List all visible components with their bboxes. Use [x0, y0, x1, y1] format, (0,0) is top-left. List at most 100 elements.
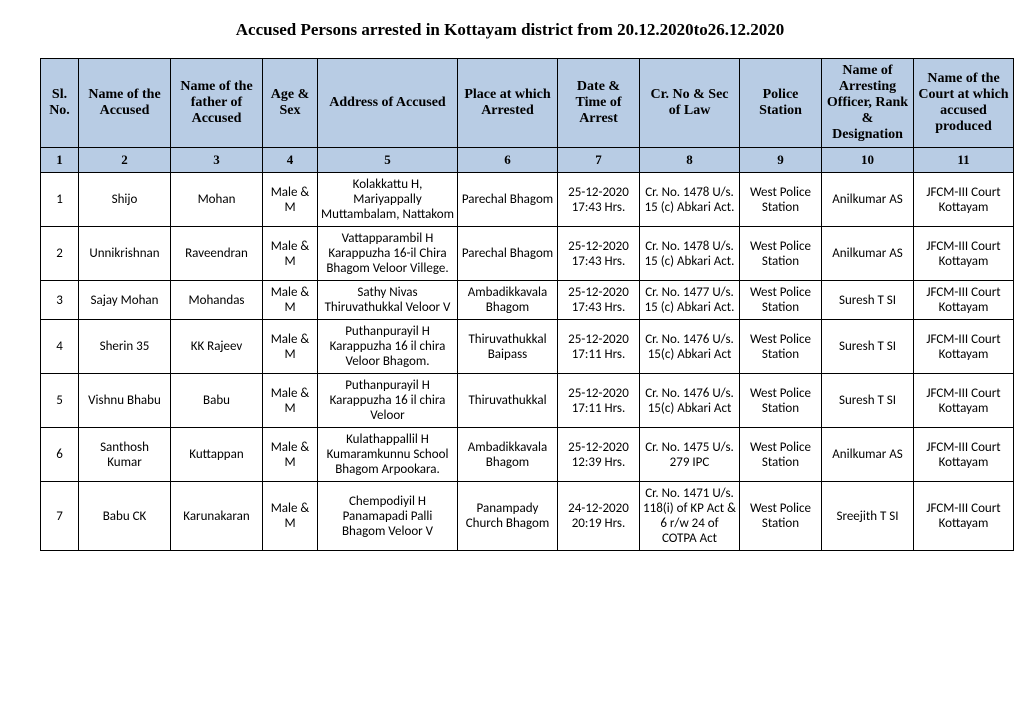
cell-datetime: 25-12-2020 17:43 Hrs. — [558, 173, 640, 227]
cell-datetime: 25-12-2020 12:39 Hrs. — [558, 428, 640, 482]
cell-law: Cr. No. 1478 U/s. 15 (c) Abkari Act. — [640, 227, 740, 281]
cell-datetime: 25-12-2020 17:11 Hrs. — [558, 320, 640, 374]
cell-father: KK Rajeev — [171, 320, 263, 374]
col-num: 6 — [458, 148, 558, 173]
col-num: 4 — [263, 148, 318, 173]
cell-sl: 3 — [41, 281, 79, 320]
cell-officer: Anilkumar AS — [822, 173, 914, 227]
col-num: 7 — [558, 148, 640, 173]
col-num: 2 — [79, 148, 171, 173]
cell-officer: Suresh T SI — [822, 374, 914, 428]
cell-officer: Sreejith T SI — [822, 482, 914, 551]
cell-father: Raveendran — [171, 227, 263, 281]
col-num: 8 — [640, 148, 740, 173]
cell-law: Cr. No. 1477 U/s. 15 (c) Abkari Act. — [640, 281, 740, 320]
cell-age_sex: Male & M — [263, 374, 318, 428]
col-num: 1 — [41, 148, 79, 173]
cell-address: Vattapparambil H Karappuzha 16-il Chira … — [318, 227, 458, 281]
cell-sl: 5 — [41, 374, 79, 428]
table-row: 2UnnikrishnanRaveendranMale & MVattappar… — [41, 227, 1014, 281]
cell-datetime: 25-12-2020 17:43 Hrs. — [558, 281, 640, 320]
cell-sl: 2 — [41, 227, 79, 281]
cell-place: Ambadikkavala Bhagom — [458, 281, 558, 320]
cell-officer: Anilkumar AS — [822, 227, 914, 281]
cell-age_sex: Male & M — [263, 227, 318, 281]
cell-datetime: 24-12-2020 20:19 Hrs. — [558, 482, 640, 551]
col-num: 10 — [822, 148, 914, 173]
cell-place: Thiruvathukkal Baipass — [458, 320, 558, 374]
cell-officer: Suresh T SI — [822, 320, 914, 374]
cell-name: Sajay Mohan — [79, 281, 171, 320]
col-num: 5 — [318, 148, 458, 173]
col-header-address: Address of Accused — [318, 59, 458, 148]
col-header-age: Age & Sex — [263, 59, 318, 148]
table-row: 4Sherin 35KK RajeevMale & MPuthanpurayil… — [41, 320, 1014, 374]
cell-father: Mohan — [171, 173, 263, 227]
cell-court: JFCM-III Court Kottayam — [914, 281, 1014, 320]
col-header-father: Name of the father of Accused — [171, 59, 263, 148]
cell-address: Kulathappallil H Kumaramkunnu School Bha… — [318, 428, 458, 482]
col-header-court: Name of the Court at which accused produ… — [914, 59, 1014, 148]
col-header-law: Cr. No & Sec of Law — [640, 59, 740, 148]
cell-name: Babu CK — [79, 482, 171, 551]
cell-ps: West Police Station — [740, 281, 822, 320]
cell-age_sex: Male & M — [263, 281, 318, 320]
cell-age_sex: Male & M — [263, 428, 318, 482]
table-body: 1ShijoMohanMale & MKolakkattu H, Mariyap… — [41, 173, 1014, 551]
column-number-row: 1 2 3 4 5 6 7 8 9 10 11 — [41, 148, 1014, 173]
cell-law: Cr. No. 1476 U/s. 15(c) Abkari Act — [640, 320, 740, 374]
cell-father: Karunakaran — [171, 482, 263, 551]
cell-address: Kolakkattu H, Mariyappally Muttambalam, … — [318, 173, 458, 227]
cell-age_sex: Male & M — [263, 173, 318, 227]
header-row: Sl. No. Name of the Accused Name of the … — [41, 59, 1014, 148]
table-row: 1ShijoMohanMale & MKolakkattu H, Mariyap… — [41, 173, 1014, 227]
cell-law: Cr. No. 1471 U/s. 118(i) of KP Act & 6 r… — [640, 482, 740, 551]
col-header-sl: Sl. No. — [41, 59, 79, 148]
cell-law: Cr. No. 1476 U/s. 15(c) Abkari Act — [640, 374, 740, 428]
cell-place: Thiruvathukkal — [458, 374, 558, 428]
cell-datetime: 25-12-2020 17:43 Hrs. — [558, 227, 640, 281]
cell-ps: West Police Station — [740, 173, 822, 227]
arrest-table: Sl. No. Name of the Accused Name of the … — [40, 58, 1014, 551]
table-row: 7Babu CKKarunakaranMale & MChempodiyil H… — [41, 482, 1014, 551]
cell-law: Cr. No. 1478 U/s. 15 (c) Abkari Act. — [640, 173, 740, 227]
cell-place: Parechal Bhagom — [458, 227, 558, 281]
cell-court: JFCM-III Court Kottayam — [914, 428, 1014, 482]
col-header-ps: Police Station — [740, 59, 822, 148]
cell-sl: 4 — [41, 320, 79, 374]
cell-age_sex: Male & M — [263, 482, 318, 551]
cell-father: Babu — [171, 374, 263, 428]
cell-sl: 6 — [41, 428, 79, 482]
col-header-officer: Name of Arresting Officer, Rank & Design… — [822, 59, 914, 148]
page-title: Accused Persons arrested in Kottayam dis… — [40, 20, 980, 40]
cell-court: JFCM-III Court Kottayam — [914, 173, 1014, 227]
col-header-place: Place at which Arrested — [458, 59, 558, 148]
cell-ps: West Police Station — [740, 428, 822, 482]
cell-address: Chempodiyil H Panamapadi Palli Bhagom Ve… — [318, 482, 458, 551]
cell-court: JFCM-III Court Kottayam — [914, 482, 1014, 551]
cell-law: Cr. No. 1475 U/s. 279 IPC — [640, 428, 740, 482]
table-row: 6Santhosh KumarKuttappanMale & MKulathap… — [41, 428, 1014, 482]
cell-sl: 1 — [41, 173, 79, 227]
cell-ps: West Police Station — [740, 320, 822, 374]
cell-father: Kuttappan — [171, 428, 263, 482]
cell-ps: West Police Station — [740, 374, 822, 428]
cell-ps: West Police Station — [740, 482, 822, 551]
col-num: 3 — [171, 148, 263, 173]
cell-place: Panampady Church Bhagom — [458, 482, 558, 551]
col-header-datetime: Date & Time of Arrest — [558, 59, 640, 148]
cell-place: Parechal Bhagom — [458, 173, 558, 227]
cell-court: JFCM-III Court Kottayam — [914, 320, 1014, 374]
cell-name: Shijo — [79, 173, 171, 227]
cell-court: JFCM-III Court Kottayam — [914, 227, 1014, 281]
col-header-name: Name of the Accused — [79, 59, 171, 148]
cell-datetime: 25-12-2020 17:11 Hrs. — [558, 374, 640, 428]
cell-address: Puthanpurayil H Karappuzha 16 il chira V… — [318, 320, 458, 374]
cell-sl: 7 — [41, 482, 79, 551]
cell-place: Ambadikkavala Bhagom — [458, 428, 558, 482]
cell-officer: Anilkumar AS — [822, 428, 914, 482]
cell-father: Mohandas — [171, 281, 263, 320]
cell-age_sex: Male & M — [263, 320, 318, 374]
table-row: 3Sajay MohanMohandasMale & MSathy Nivas … — [41, 281, 1014, 320]
cell-name: Unnikrishnan — [79, 227, 171, 281]
